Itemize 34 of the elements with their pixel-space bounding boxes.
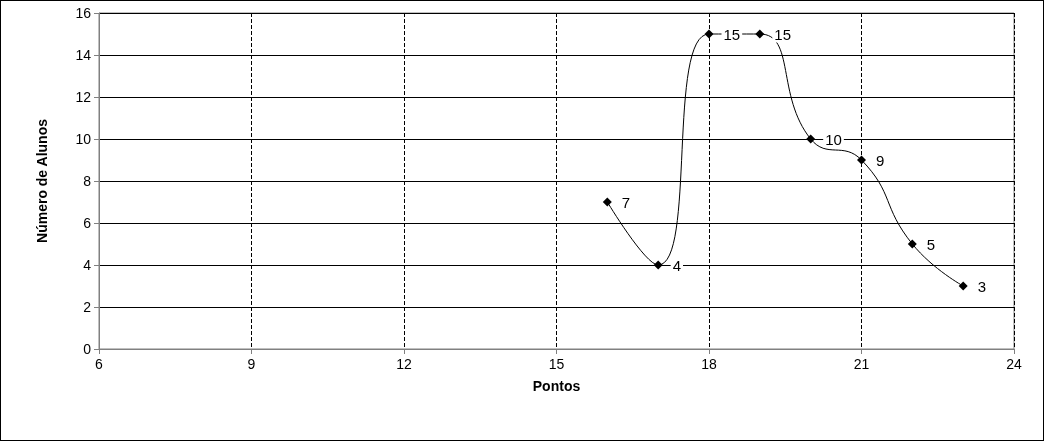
- y-tick-label: 4: [83, 257, 92, 273]
- point: [704, 29, 714, 39]
- data-label: 15: [723, 25, 741, 43]
- point: [653, 260, 663, 270]
- data-label: 10: [825, 130, 842, 148]
- y-axis-title: Número de Alunos: [34, 118, 50, 243]
- data-label: 9: [876, 151, 885, 169]
- data-label: 15: [774, 25, 792, 43]
- point: [907, 239, 917, 249]
- y-tick-label: 6: [83, 215, 92, 231]
- point: [602, 197, 612, 207]
- point: [806, 134, 816, 144]
- x-axis-title: Pontos: [532, 378, 581, 394]
- data-label: 4: [672, 256, 682, 274]
- x-tick-label: 18: [701, 356, 717, 372]
- x-tick-label: 24: [1006, 356, 1022, 372]
- y-tick-label: 8: [83, 173, 92, 189]
- y-tick-label: 10: [75, 131, 92, 147]
- point: [755, 29, 765, 39]
- x-tick-label: 12: [396, 356, 412, 372]
- x-tick-label: 9: [247, 356, 256, 372]
- y-tick-label: 12: [75, 89, 92, 105]
- y-tick-label: 14: [75, 47, 92, 63]
- y-tick-label: 0: [83, 341, 92, 357]
- data-label: 3: [977, 277, 987, 295]
- data-label: 5: [926, 235, 936, 253]
- data-label: 7: [621, 193, 631, 211]
- x-tick-label: 21: [853, 356, 870, 372]
- point: [958, 281, 968, 291]
- y-tick-label: 2: [83, 299, 92, 315]
- x-tick-label: 6: [95, 356, 104, 372]
- point: [857, 155, 866, 165]
- x-tick-label: 15: [548, 356, 565, 372]
- y-tick-label: 16: [75, 5, 92, 21]
